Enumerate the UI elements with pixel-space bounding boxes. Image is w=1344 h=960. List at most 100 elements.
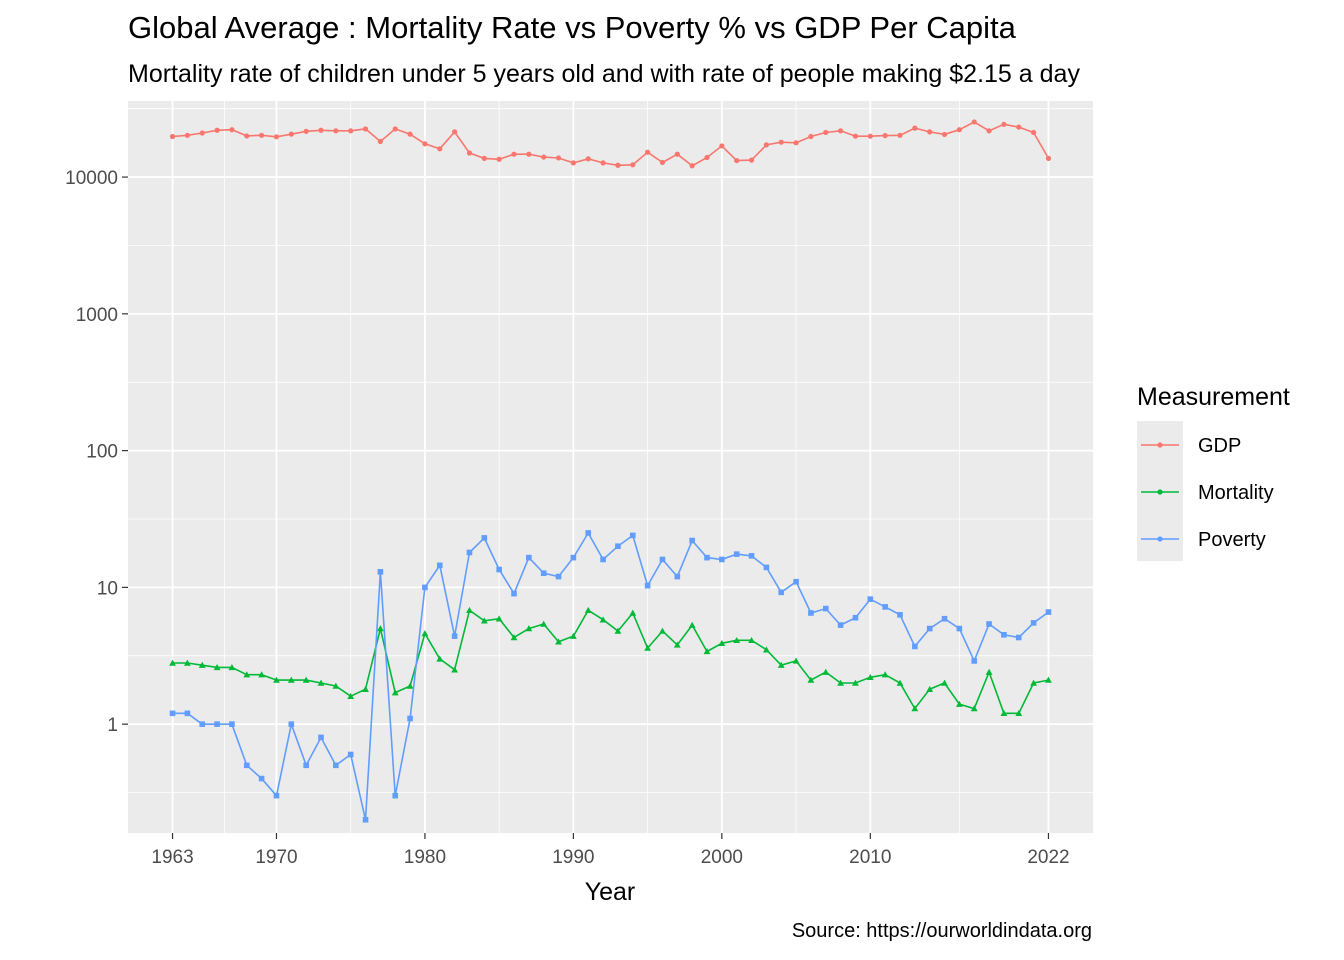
data-point-mortality [436,655,444,662]
data-point-mortality [807,676,815,683]
data-point-poverty [1015,634,1022,641]
data-point-gdp [184,132,190,138]
data-point-gdp [348,128,354,134]
data-point-gdp [259,132,265,138]
data-point-poverty [303,762,309,769]
data-point-poverty [822,605,829,612]
data-point-mortality [287,676,295,683]
data-point-gdp [645,149,651,155]
data-point-poverty [986,621,992,627]
data-point-mortality [228,663,236,671]
chart-title: Global Average : Mortality Rate vs Pover… [128,10,1016,45]
data-point-poverty [719,556,725,563]
x-tick-label: 1990 [552,847,594,868]
data-point-gdp [541,154,547,160]
data-point-mortality [258,671,266,678]
data-point-mortality [614,627,622,634]
data-point-mortality [896,679,904,686]
data-point-poverty [629,532,636,539]
legend-key-point-poverty [1157,536,1163,542]
data-point-poverty [659,556,666,563]
data-point-poverty [912,643,918,650]
data-point-mortality [198,661,206,668]
data-point-gdp [377,138,383,145]
data-point-gdp [734,157,740,164]
data-point-gdp [288,131,294,137]
data-point-poverty [867,596,874,602]
data-point-poverty [852,614,859,621]
data-point-mortality [540,620,548,627]
data-point-gdp [927,129,933,135]
data-point-mortality [213,663,221,671]
x-axis: 1963 1970 1980 1990 2000 2010 2022 [151,833,1070,868]
y-tick-label: 10000 [65,168,118,189]
data-point-gdp [704,154,710,161]
data-point-poverty [941,615,948,622]
data-point-gdp [318,127,324,133]
data-point-gdp [481,155,487,161]
data-point-gdp [362,126,369,132]
data-point-gdp [823,129,829,136]
chart-caption: Source: https://ourworldindata.org [791,920,1092,942]
series-line-mortality [172,608,1049,715]
data-point-poverty [1045,609,1052,615]
data-point-poverty [436,562,443,569]
data-point-mortality [584,606,592,614]
series-line-poverty [172,531,1049,820]
data-point-gdp [1045,155,1052,161]
data-point-poverty [570,554,577,561]
data-point-mortality [569,632,577,639]
data-point-gdp [1016,124,1022,130]
data-point-gdp [333,128,339,134]
data-point-mortality [376,625,384,632]
data-point-poverty [214,721,220,727]
data-point-gdp [763,142,769,148]
data-point-mortality [955,700,963,707]
data-point-mortality [881,671,889,678]
legend-key-point-mortality [1157,489,1163,495]
data-point-mortality [525,625,533,632]
data-point-gdp [555,155,562,161]
legend-key-point-gdp [1157,442,1163,448]
data-point-gdp [778,139,784,145]
data-point-mortality [480,617,488,624]
data-point-poverty [362,816,369,823]
data-point-mortality [837,679,845,686]
data-point-poverty [422,584,428,591]
data-point-gdp [793,140,799,146]
data-point-mortality [688,621,696,628]
data-point-poverty [971,658,978,664]
data-point-mortality [1045,676,1052,683]
y-tick-label: 1 [107,715,118,736]
data-point-mortality [970,705,978,712]
data-point-mortality [762,646,770,653]
data-point-poverty [229,721,235,727]
data-point-poverty [496,566,502,573]
series-mortality [169,606,1052,717]
data-point-mortality [792,657,800,664]
data-point-mortality [985,668,993,675]
data-point-mortality [302,676,310,683]
data-point-poverty [333,762,339,769]
data-point-mortality [466,606,473,614]
data-point-poverty [318,734,324,741]
data-point-poverty [481,535,488,541]
data-point-poverty [199,721,206,727]
data-point-poverty [526,554,532,561]
data-point-gdp [229,127,235,133]
legend-label-mortality: Mortality [1198,482,1274,504]
data-point-poverty [555,573,562,580]
data-point-gdp [600,160,606,166]
x-tick-label: 2010 [849,847,891,868]
data-point-mortality [926,685,934,692]
data-point-poverty [763,564,770,571]
data-point-gdp [496,156,502,162]
legend-title: Measurement [1137,383,1290,411]
data-point-poverty [540,570,547,576]
data-point-poverty [644,582,651,589]
data-point-mortality [733,636,741,644]
data-point-mortality [421,630,429,637]
data-point-poverty [897,612,903,618]
data-point-gdp [570,160,576,166]
data-point-poverty [600,556,606,563]
